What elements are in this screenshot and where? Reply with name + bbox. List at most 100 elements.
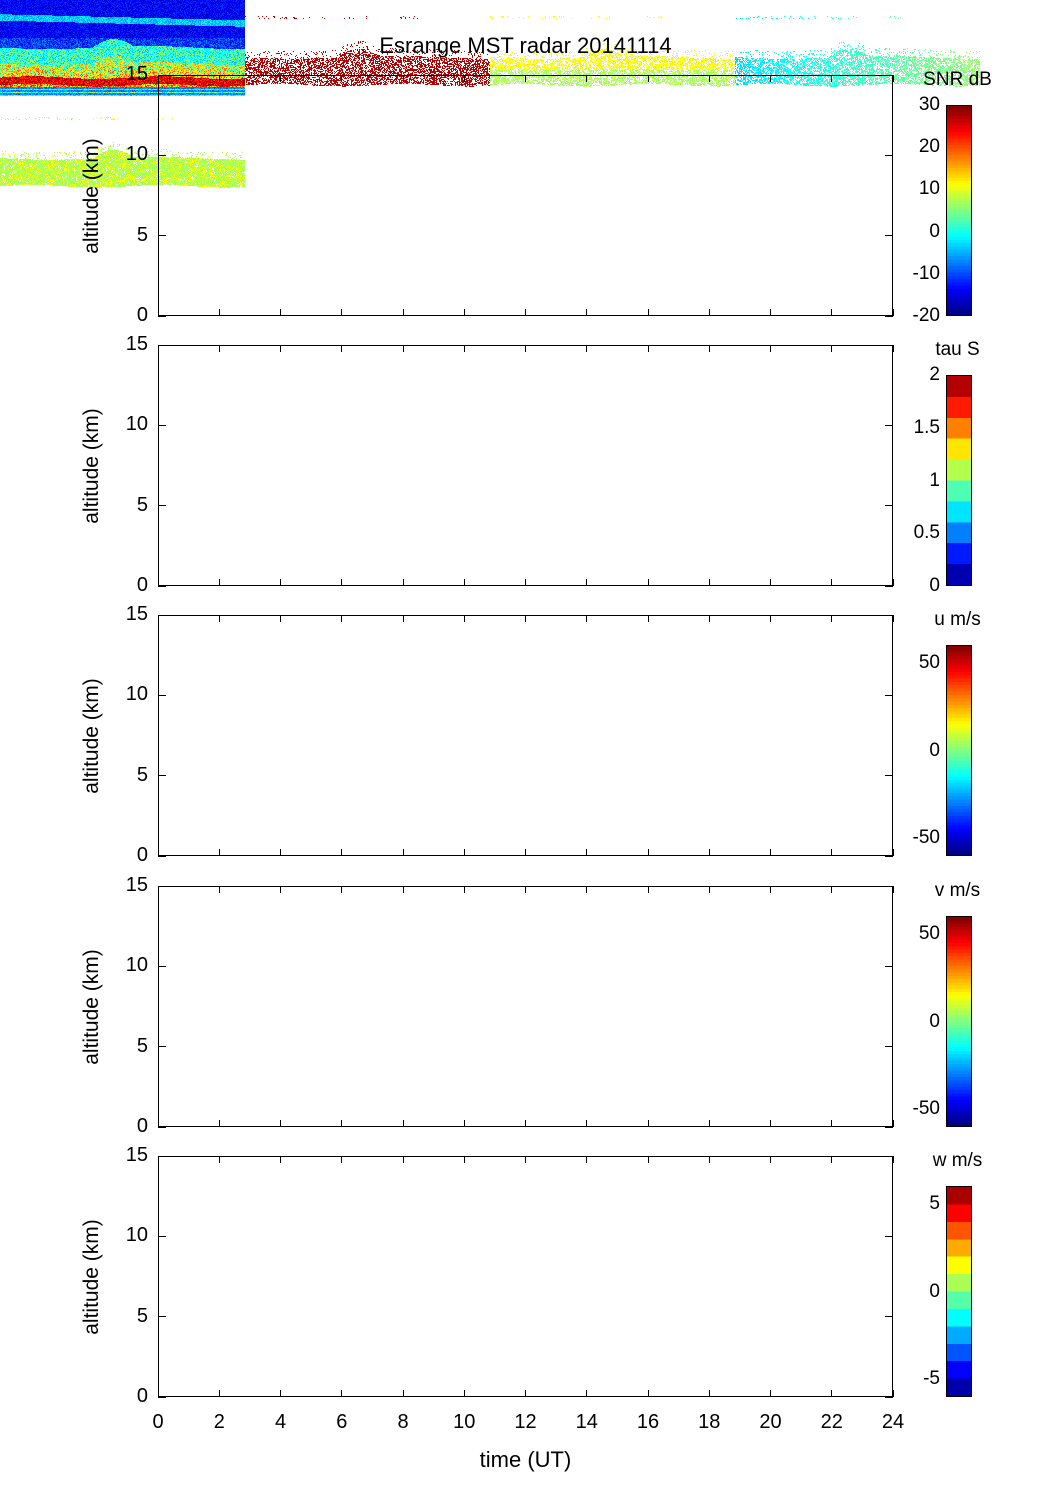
y-tick — [158, 235, 166, 237]
x-tick — [770, 1390, 771, 1397]
x-tick — [402, 579, 404, 586]
x-tick — [218, 579, 220, 586]
x-tick — [280, 886, 281, 893]
y-tick-label: 15 — [125, 63, 148, 85]
colorbar-tick-label: 0 — [929, 1010, 940, 1032]
x-tick — [525, 615, 526, 622]
snr-heatmap — [0, 0, 245, 96]
x-tick — [341, 886, 343, 893]
colorbar-tick-label: 50 — [918, 651, 940, 673]
x-tick — [218, 1120, 220, 1127]
colorbar-tick-label: 2 — [929, 364, 940, 385]
x-tick-label: 20 — [759, 1411, 782, 1433]
x-tick — [280, 579, 281, 586]
x-tick — [831, 886, 833, 893]
x-tick — [157, 1120, 159, 1127]
y-tick — [158, 855, 166, 857]
y-tick — [885, 1396, 893, 1398]
x-tick-label: 14 — [575, 1411, 598, 1433]
colorbar-tick-label: 30 — [918, 94, 940, 115]
u-axes-frame — [158, 615, 893, 856]
y-tick-label: 5 — [136, 1304, 148, 1327]
x-tick — [647, 75, 649, 82]
y-tick — [158, 1316, 166, 1318]
x-tick — [586, 886, 588, 893]
x-tick-label: 22 — [820, 1411, 843, 1433]
x-tick — [586, 1156, 588, 1163]
y-tick — [158, 315, 166, 317]
x-tick — [525, 849, 526, 856]
x-tick — [463, 1390, 465, 1397]
x-tick — [892, 309, 894, 316]
y-tick-label: 0 — [136, 304, 148, 326]
y-tick — [158, 505, 166, 507]
x-tick — [463, 75, 465, 82]
y-tick — [885, 965, 893, 967]
x-tick — [463, 615, 465, 622]
x-tick-label: 4 — [274, 1411, 287, 1433]
x-axis-label: time (UT) — [479, 1447, 572, 1472]
x-tick-label: 0 — [152, 1411, 164, 1433]
y-tick — [885, 1155, 893, 1157]
x-tick-label: 12 — [514, 1411, 537, 1433]
x-tick — [708, 886, 710, 893]
x-tick-label: 8 — [397, 1411, 409, 1433]
x-tick — [770, 886, 771, 893]
x-tick — [402, 345, 404, 352]
x-tick — [157, 75, 159, 82]
y-tick — [885, 154, 893, 156]
x-tick — [525, 1390, 526, 1397]
y-tick — [158, 965, 166, 967]
y-tick — [158, 1155, 166, 1157]
snr-y-axis-label: altitude (km) — [80, 137, 103, 254]
y-tick-label: 15 — [125, 1144, 148, 1166]
x-tick — [218, 345, 220, 352]
x-tick — [586, 1390, 588, 1397]
x-tick — [647, 1120, 649, 1127]
x-tick — [525, 886, 526, 893]
x-tick — [463, 345, 465, 352]
y-tick — [158, 775, 166, 777]
y-tick — [885, 315, 893, 317]
x-tick — [708, 849, 710, 856]
x-tick — [647, 1390, 649, 1397]
x-tick — [280, 849, 281, 856]
snr-colorbar — [946, 105, 972, 316]
x-tick — [463, 849, 465, 856]
y-tick — [885, 74, 893, 76]
x-tick — [218, 309, 220, 316]
x-tick — [280, 1390, 281, 1397]
u-colorbar-label: u m/s — [934, 609, 981, 630]
x-tick — [218, 615, 220, 622]
x-tick — [770, 1156, 771, 1163]
x-tick — [892, 75, 894, 82]
x-tick — [402, 1120, 404, 1127]
x-tick — [341, 309, 343, 316]
y-tick — [158, 585, 166, 587]
x-tick — [831, 345, 833, 352]
x-tick — [157, 886, 159, 893]
y-tick — [885, 1235, 893, 1237]
x-tick — [341, 345, 343, 352]
x-tick — [831, 849, 833, 856]
y-tick — [885, 614, 893, 616]
x-tick — [586, 579, 588, 586]
x-tick — [831, 1120, 833, 1127]
x-tick — [525, 345, 526, 352]
y-tick — [885, 505, 893, 507]
y-tick-label: 0 — [136, 574, 148, 596]
u-heatmap — [490, 0, 735, 96]
colorbar-tick-label: -5 — [923, 1368, 940, 1390]
x-tick — [402, 75, 404, 82]
w-y-axis-label: altitude (km) — [80, 1218, 103, 1335]
x-tick — [280, 345, 281, 352]
x-tick-label: 18 — [698, 1411, 721, 1433]
y-tick — [158, 344, 166, 346]
x-tick — [402, 886, 404, 893]
x-tick-label: 6 — [336, 1411, 348, 1433]
x-tick-label: 24 — [881, 1411, 905, 1433]
x-tick — [647, 345, 649, 352]
colorbar-tick-label: -50 — [912, 1098, 940, 1120]
v-colorbar — [946, 916, 972, 1127]
x-tick — [770, 849, 771, 856]
